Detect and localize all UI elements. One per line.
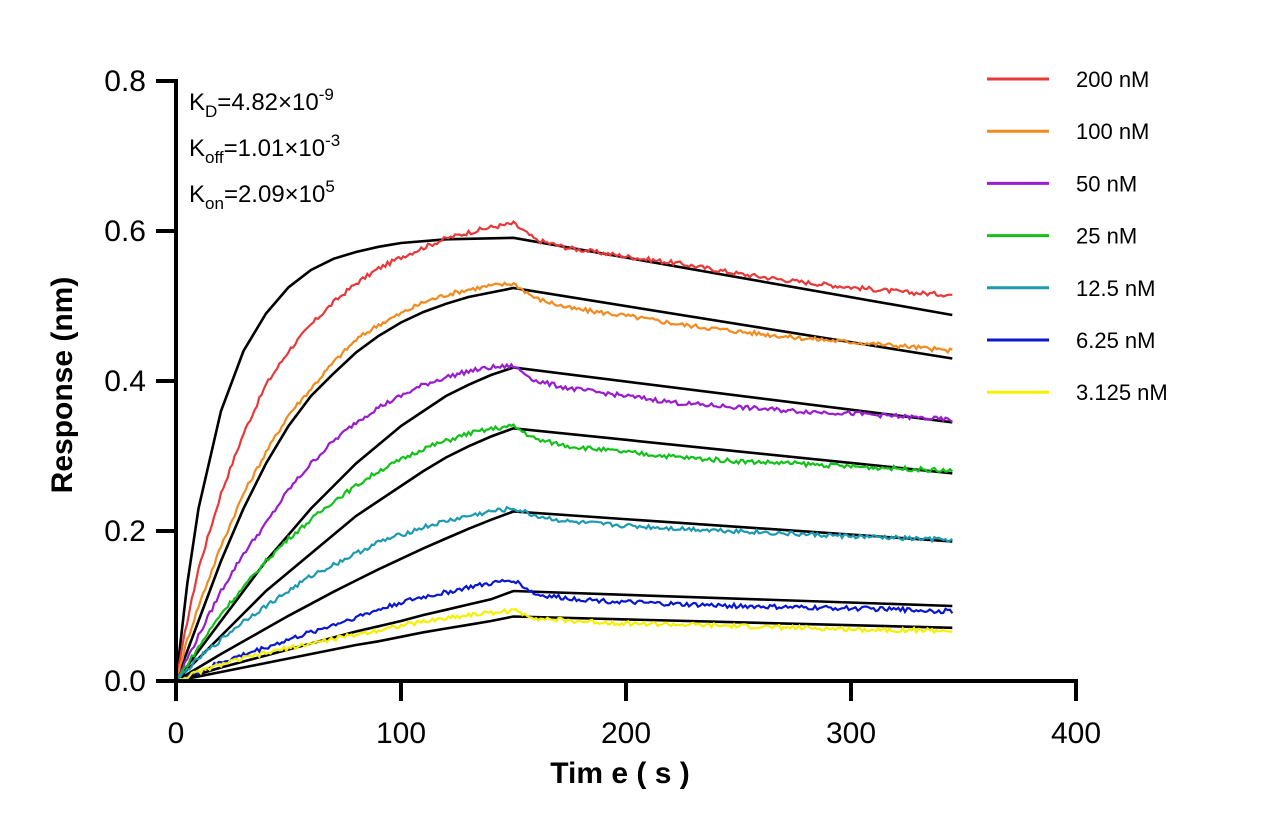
- series-line-3_125-nM: [175, 607, 953, 683]
- y-axis-label: Response (nm): [46, 277, 79, 494]
- fit-line-25-nM: [175, 426, 953, 682]
- x-axis-label: Tim e ( s ): [550, 757, 689, 790]
- legend-label: 25 nM: [1076, 224, 1137, 249]
- kinetic-constants: KD=4.82×10-9 Koff=1.01×10-3 Kon=2.09×105: [189, 85, 340, 213]
- fit-curves: [174, 236, 953, 683]
- legend-label: 200 nM: [1076, 67, 1149, 92]
- legend: 200 nM 100 nM 50 nM 25 nM 12.5 nM 6.25 nM 3.12…: [987, 67, 1168, 405]
- fit-line-12_5-nM: [175, 510, 953, 683]
- series-line-25-nM: [175, 423, 954, 682]
- y-tick-label: 0.8: [104, 65, 146, 98]
- annotation-d: KD=4.82×10-9: [189, 85, 334, 121]
- annotation-off: Koff=1.01×10-3: [189, 131, 340, 167]
- x-tick-label: 0: [168, 717, 185, 750]
- fit-line-100-nM: [174, 286, 953, 682]
- data-series: [174, 220, 954, 683]
- series-line-6_25-nM: [175, 578, 954, 683]
- legend-label: 50 nM: [1076, 171, 1137, 196]
- legend-label: 100 nM: [1076, 119, 1149, 144]
- x-tick-label: 300: [826, 717, 876, 750]
- series-line-12_5-nM: [175, 505, 953, 682]
- fit-line-6_25-nM: [175, 589, 953, 683]
- x-tick-label: 400: [1051, 717, 1101, 750]
- y-tick-label: 0.6: [104, 215, 146, 248]
- annotation-on: Kon=2.09×105: [189, 177, 335, 213]
- y-tick-label: 0.2: [104, 515, 146, 548]
- x-tick-label: 200: [601, 717, 651, 750]
- fit-line-50-nM: [174, 366, 953, 682]
- y-tick-label: 0.4: [104, 365, 146, 398]
- series-line-100-nM: [174, 281, 953, 682]
- legend-label: 6.25 nM: [1076, 328, 1156, 353]
- series-line-200-nM: [174, 220, 953, 682]
- axes: 0.0 0.2 0.4 0.6 0.8 0 100 200 300 400: [104, 65, 1101, 750]
- series-line-50-nM: [175, 362, 953, 682]
- fit-line-3_125-nM: [175, 615, 953, 683]
- legend-label: 12.5 nM: [1076, 276, 1156, 301]
- fit-line-200-nM: [174, 236, 953, 682]
- x-tick-label: 100: [376, 717, 426, 750]
- legend-label: 3.125 nM: [1076, 380, 1168, 405]
- y-tick-label: 0.0: [104, 665, 146, 698]
